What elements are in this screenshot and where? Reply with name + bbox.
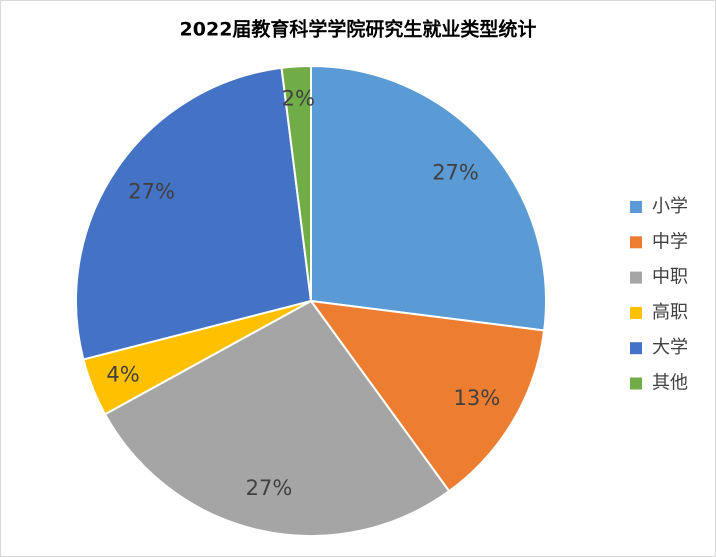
legend-label: 小学 (652, 196, 688, 217)
legend-swatch (630, 236, 642, 249)
chart-title: 2022届教育科学学院研究生就业类型统计 (180, 18, 537, 41)
legend-label: 中职 (652, 267, 688, 288)
value-label: 27% (128, 180, 175, 204)
legend-swatch (630, 306, 642, 319)
pie-slice (280, 64, 312, 302)
legend-label: 中学 (652, 231, 688, 252)
pie-slice (103, 299, 451, 537)
pie-slice (308, 299, 546, 493)
legend-label: 其他 (652, 373, 688, 394)
legend-swatch (630, 342, 642, 355)
legend-swatch (630, 377, 642, 390)
value-label: 13% (454, 386, 501, 410)
value-label: 27% (432, 161, 479, 185)
legend-swatch (630, 201, 642, 213)
legend-swatch (630, 271, 642, 284)
value-label: 4% (106, 362, 139, 386)
pie-slice (75, 66, 313, 361)
pie-slice (310, 64, 547, 332)
legend-label: 高职 (652, 302, 688, 323)
legend-label: 大学 (652, 337, 688, 358)
value-label: 2% (282, 86, 315, 110)
value-label: 27% (246, 476, 293, 500)
